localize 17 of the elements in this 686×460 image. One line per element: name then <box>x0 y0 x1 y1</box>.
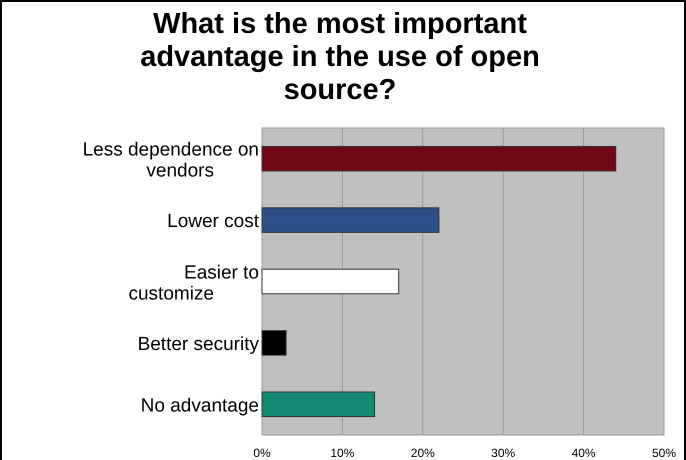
x-tick-label: 40% <box>572 446 596 460</box>
x-tick-label: 50% <box>652 446 676 460</box>
bar <box>262 207 440 233</box>
x-tick-label: 10% <box>330 446 355 460</box>
chart-title: What is the most important advantage in the use of open source? <box>140 8 540 106</box>
bar <box>262 330 287 356</box>
x-tick-label: 0% <box>253 446 271 460</box>
y-tick-label: Less dependence on vendors <box>82 140 259 182</box>
y-tick-label: Better security <box>138 334 260 355</box>
x-tick-label: 30% <box>491 446 516 460</box>
bar <box>262 392 376 418</box>
x-tick-label: 20% <box>410 446 436 460</box>
y-tick-label: No advantage <box>140 395 259 416</box>
bar <box>262 268 400 294</box>
y-tick-label: Lower cost <box>167 211 260 232</box>
y-tick-label: Easier to customize <box>128 262 259 304</box>
bar <box>262 146 616 172</box>
